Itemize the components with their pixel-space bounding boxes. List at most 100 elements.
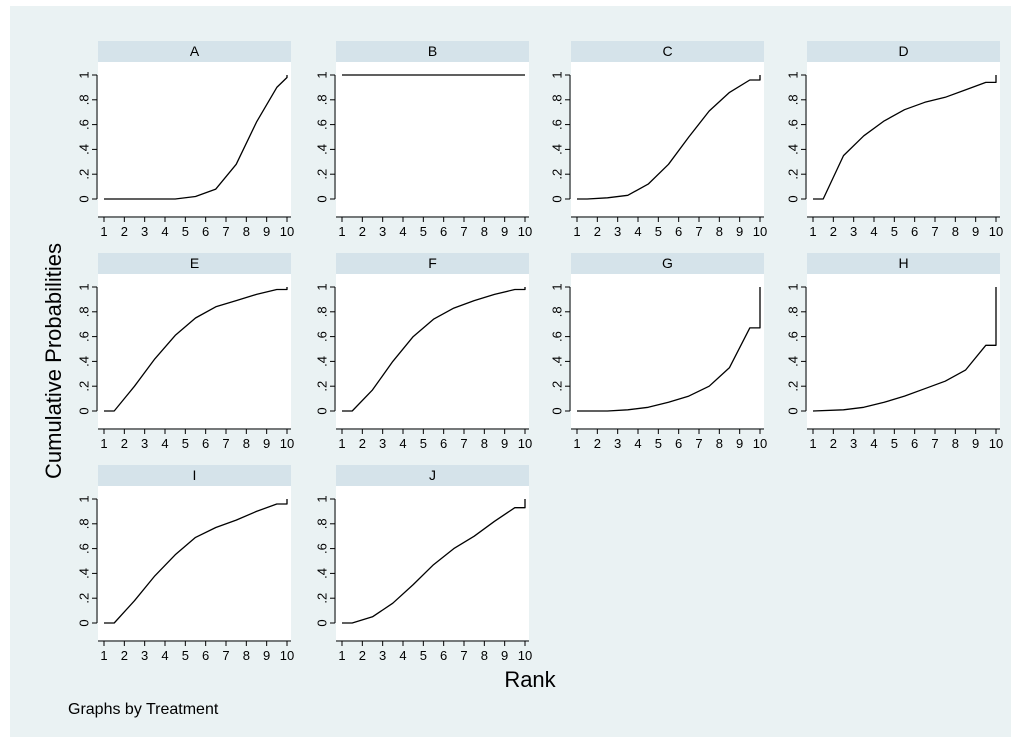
y-tick-label: .2 bbox=[76, 381, 91, 392]
y-tick-label: 0 bbox=[785, 407, 800, 414]
y-tick-label: 0 bbox=[76, 195, 91, 202]
x-tick-label: 10 bbox=[753, 224, 767, 239]
y-tick-label: 1 bbox=[76, 71, 91, 78]
x-tick-label: 2 bbox=[594, 224, 601, 239]
plot-area bbox=[98, 486, 291, 640]
facet-strip bbox=[336, 465, 529, 486]
x-tick-label: 9 bbox=[263, 436, 270, 451]
plot-area bbox=[571, 274, 764, 428]
y-tick-label: .2 bbox=[785, 169, 800, 180]
y-tick-label: .2 bbox=[314, 593, 329, 604]
x-tick-label: 2 bbox=[359, 648, 366, 663]
x-tick-label: 8 bbox=[952, 224, 959, 239]
y-tick-label: .6 bbox=[76, 331, 91, 342]
x-tick-label: 1 bbox=[100, 648, 107, 663]
x-tick-label: 7 bbox=[222, 224, 229, 239]
x-tick-label: 4 bbox=[161, 436, 168, 451]
y-tick-label: 0 bbox=[549, 195, 564, 202]
x-tick-label: 3 bbox=[379, 648, 386, 663]
x-tick-label: 6 bbox=[440, 648, 447, 663]
y-tick-label: .6 bbox=[785, 119, 800, 130]
y-tick-label: 0 bbox=[549, 407, 564, 414]
x-tick-label: 9 bbox=[501, 648, 508, 663]
y-tick-label: .8 bbox=[314, 518, 329, 529]
y-tick-label: 1 bbox=[549, 283, 564, 290]
y-tick-label: .4 bbox=[76, 144, 91, 155]
x-tick-label: 1 bbox=[338, 648, 345, 663]
y-tick-label: 0 bbox=[785, 195, 800, 202]
x-tick-label: 7 bbox=[460, 224, 467, 239]
x-tick-label: 5 bbox=[182, 436, 189, 451]
x-tick-label: 2 bbox=[594, 436, 601, 451]
x-tick-label: 10 bbox=[280, 224, 294, 239]
y-tick-label: 0 bbox=[76, 407, 91, 414]
y-tick-label: .2 bbox=[314, 381, 329, 392]
x-tick-label: 9 bbox=[501, 224, 508, 239]
x-tick-label: 5 bbox=[655, 224, 662, 239]
x-tick-label: 5 bbox=[655, 436, 662, 451]
x-tick-label: 4 bbox=[161, 648, 168, 663]
series-line-J bbox=[342, 499, 526, 624]
y-tick-label: .4 bbox=[76, 568, 91, 579]
y-tick-label: 1 bbox=[314, 71, 329, 78]
x-tick-label: 3 bbox=[379, 224, 386, 239]
x-tick-label: 9 bbox=[972, 436, 979, 451]
x-tick-label: 2 bbox=[121, 648, 128, 663]
x-tick-label: 5 bbox=[182, 224, 189, 239]
y-tick-label: .4 bbox=[785, 144, 800, 155]
x-tick-label: 7 bbox=[695, 436, 702, 451]
y-tick-label: 0 bbox=[314, 619, 329, 626]
y-tick-label: .8 bbox=[785, 94, 800, 105]
x-tick-label: 7 bbox=[460, 648, 467, 663]
x-tick-label: 7 bbox=[695, 224, 702, 239]
x-tick-label: 7 bbox=[222, 436, 229, 451]
facet-title: I bbox=[193, 467, 197, 483]
facet-title: A bbox=[190, 43, 200, 59]
x-tick-label: 8 bbox=[481, 648, 488, 663]
x-tick-label: 2 bbox=[121, 224, 128, 239]
y-tick-label: 1 bbox=[76, 283, 91, 290]
x-tick-label: 6 bbox=[911, 224, 918, 239]
x-tick-label: 6 bbox=[202, 648, 209, 663]
y-tick-label: .6 bbox=[314, 543, 329, 554]
x-tick-label: 3 bbox=[850, 436, 857, 451]
y-tick-label: .2 bbox=[76, 593, 91, 604]
x-tick-label: 6 bbox=[202, 436, 209, 451]
y-tick-label: 1 bbox=[314, 495, 329, 502]
x-tick-label: 9 bbox=[736, 224, 743, 239]
y-tick-label: .8 bbox=[549, 94, 564, 105]
x-tick-label: 1 bbox=[100, 224, 107, 239]
y-tick-label: .8 bbox=[314, 94, 329, 105]
x-tick-label: 2 bbox=[830, 436, 837, 451]
x-tick-label: 5 bbox=[891, 224, 898, 239]
plot-area bbox=[98, 274, 291, 428]
y-tick-label: .6 bbox=[549, 331, 564, 342]
x-tick-label: 9 bbox=[263, 648, 270, 663]
facet-title: F bbox=[428, 255, 437, 271]
y-tick-label: .8 bbox=[314, 306, 329, 317]
x-tick-label: 10 bbox=[280, 648, 294, 663]
y-tick-label: .2 bbox=[76, 169, 91, 180]
x-tick-label: 10 bbox=[518, 224, 532, 239]
y-tick-label: .6 bbox=[76, 119, 91, 130]
x-tick-label: 2 bbox=[359, 436, 366, 451]
y-tick-label: .8 bbox=[76, 306, 91, 317]
facet-title: D bbox=[898, 43, 908, 59]
x-tick-label: 10 bbox=[989, 224, 1003, 239]
facet-strip bbox=[98, 465, 291, 486]
facet-strip bbox=[807, 41, 1000, 62]
x-tick-label: 5 bbox=[420, 224, 427, 239]
x-tick-label: 5 bbox=[182, 648, 189, 663]
x-tick-label: 6 bbox=[675, 436, 682, 451]
x-tick-label: 3 bbox=[141, 648, 148, 663]
y-tick-label: 1 bbox=[314, 283, 329, 290]
x-tick-label: 9 bbox=[263, 224, 270, 239]
x-tick-label: 8 bbox=[481, 224, 488, 239]
x-tick-label: 8 bbox=[952, 436, 959, 451]
x-tick-label: 2 bbox=[830, 224, 837, 239]
x-tick-label: 10 bbox=[753, 436, 767, 451]
facet-strip bbox=[336, 253, 529, 274]
series-line-A bbox=[104, 75, 288, 200]
x-tick-label: 7 bbox=[931, 224, 938, 239]
x-tick-label: 6 bbox=[440, 224, 447, 239]
